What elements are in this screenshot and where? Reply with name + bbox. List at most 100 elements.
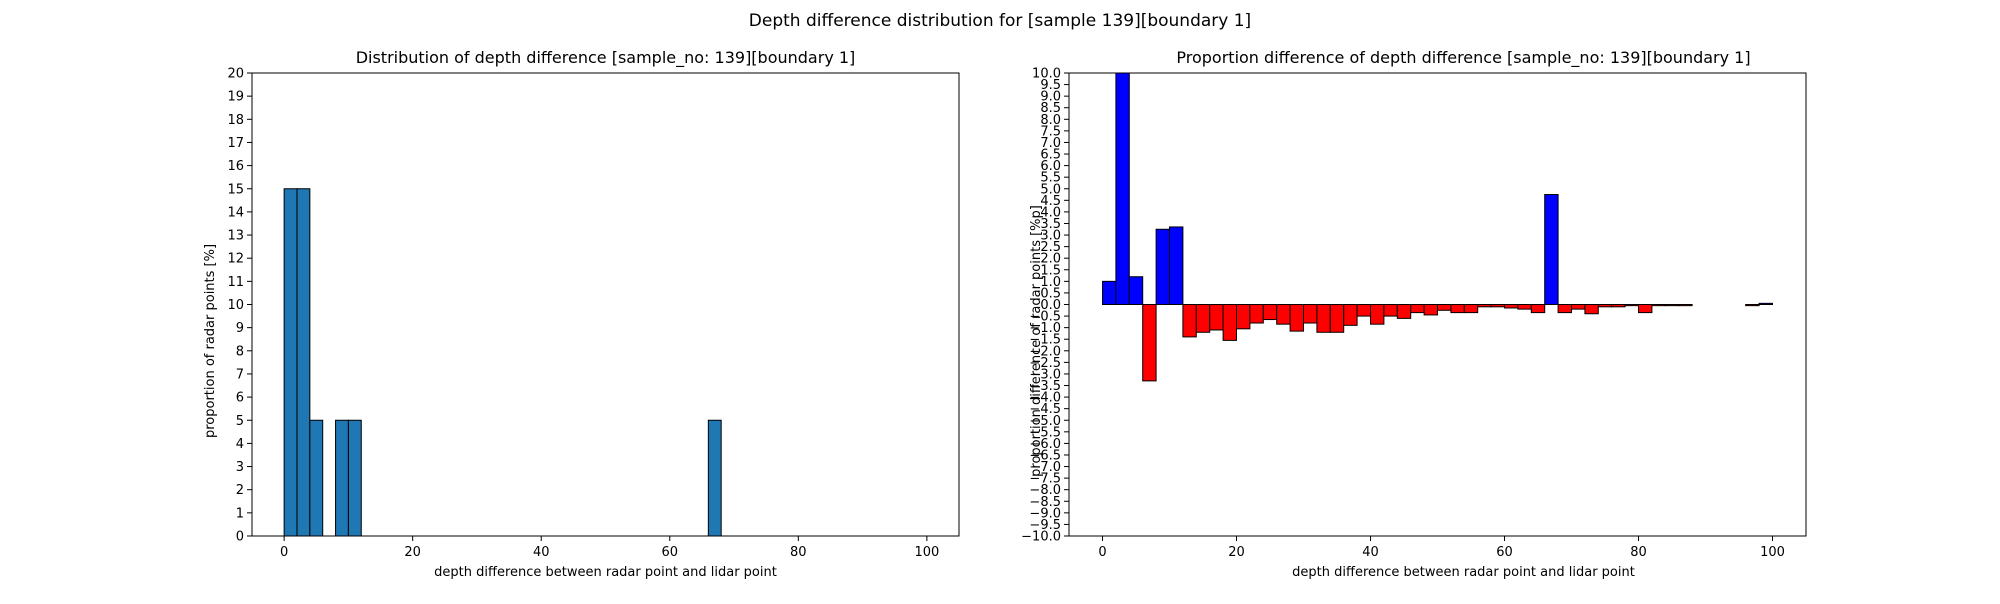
right-bar-26 xyxy=(1450,304,1465,314)
right-bar-30 xyxy=(1504,304,1519,309)
left-chart-ticks: 0 20 40 60 80 1000123456789101112131415161718… xyxy=(227,67,939,561)
right-bar-38 xyxy=(1611,304,1626,308)
right-bar-40 xyxy=(1638,304,1653,314)
right-bar-21 xyxy=(1383,304,1398,317)
right-bar-8 xyxy=(1209,304,1224,331)
left-ytick-label-13: 13 xyxy=(227,229,244,244)
left-chart-title: Distribution of depth difference [sample… xyxy=(356,48,856,68)
right-chart: Proportion difference of depth differenc… xyxy=(1021,48,1807,580)
left-bar-2 xyxy=(309,419,324,537)
left-ytick-label-0: 0 xyxy=(236,530,244,545)
right-bar-19 xyxy=(1356,304,1371,317)
left-bar-1 xyxy=(296,188,311,537)
right-ytick-label-36: 8.0 xyxy=(1040,113,1061,128)
right-xtick-label-1: 20 xyxy=(1228,545,1245,560)
left-chart: Distribution of depth difference [sample… xyxy=(203,48,960,580)
left-ytick-label-1: 1 xyxy=(236,506,244,521)
right-bar-33 xyxy=(1544,194,1559,306)
right-bar-45 xyxy=(1758,302,1773,305)
right-ytick-label-16: −2.0 xyxy=(1029,344,1061,359)
right-ytick-label-21: 0.5 xyxy=(1040,286,1061,301)
right-ytick-label-20: 0.0 xyxy=(1040,298,1061,313)
right-bar-9 xyxy=(1222,304,1237,341)
right-bar-6 xyxy=(1182,304,1197,338)
right-bar-11 xyxy=(1249,304,1264,324)
right-ytick-label-1: −9.5 xyxy=(1029,518,1061,533)
left-xtick-label-2: 40 xyxy=(533,545,550,560)
right-bar-16 xyxy=(1316,304,1331,333)
right-ytick-label-24: 2.0 xyxy=(1040,252,1061,267)
right-bar-31 xyxy=(1517,304,1532,310)
right-ytick-label-5: −7.5 xyxy=(1029,472,1061,487)
right-bar-5 xyxy=(1169,226,1184,305)
right-bar-0 xyxy=(1102,280,1117,306)
right-ytick-label-39: 9.5 xyxy=(1040,78,1061,93)
right-ytick-label-8: −6.0 xyxy=(1029,437,1061,452)
right-bar-36 xyxy=(1584,304,1599,315)
right-bar-12 xyxy=(1262,304,1278,321)
right-xtick-label-5: 100 xyxy=(1760,545,1785,560)
left-bar-4 xyxy=(347,419,362,537)
right-ytick-label-25: 2.5 xyxy=(1040,240,1061,255)
right-ytick-label-30: 5.0 xyxy=(1040,182,1061,197)
right-ytick-label-10: −5.0 xyxy=(1029,414,1061,429)
right-ytick-label-29: 4.5 xyxy=(1040,194,1061,209)
left-xtick-label-5: 100 xyxy=(914,545,939,560)
right-bar-13 xyxy=(1276,304,1291,325)
right-ytick-label-12: −4.0 xyxy=(1029,391,1061,406)
left-ytick-label-20: 20 xyxy=(227,67,244,82)
right-bar-17 xyxy=(1329,304,1345,333)
right-ytick-label-32: 6.0 xyxy=(1040,159,1061,174)
right-ytick-label-17: −1.5 xyxy=(1029,333,1061,348)
left-ytick-label-7: 7 xyxy=(236,367,244,382)
left-bar-3 xyxy=(335,419,349,537)
right-ytick-label-9: −5.5 xyxy=(1029,425,1061,440)
right-bar-23 xyxy=(1410,304,1425,314)
left-ytick-label-2: 2 xyxy=(236,483,244,498)
right-bar-10 xyxy=(1236,304,1251,330)
right-ytick-label-4: −8.0 xyxy=(1029,483,1061,498)
right-bar-28 xyxy=(1477,304,1492,308)
right-ytick-label-11: −4.5 xyxy=(1029,402,1061,417)
right-bar-34 xyxy=(1557,304,1572,314)
left-ytick-label-5: 5 xyxy=(236,414,244,429)
right-chart-bars xyxy=(1102,72,1773,382)
right-ytick-label-13: −3.5 xyxy=(1029,379,1061,394)
right-ytick-label-22: 1.0 xyxy=(1040,275,1061,290)
left-ytick-label-11: 11 xyxy=(227,275,244,290)
right-ytick-label-31: 5.5 xyxy=(1040,171,1061,186)
right-bar-37 xyxy=(1597,304,1613,308)
right-bar-2 xyxy=(1128,276,1144,306)
left-ytick-label-16: 16 xyxy=(227,159,244,174)
right-ytick-label-23: 1.5 xyxy=(1040,263,1061,278)
figure-suptitle: Depth difference distribution for [sampl… xyxy=(749,11,1251,31)
left-ytick-label-17: 17 xyxy=(227,136,244,151)
right-bar-14 xyxy=(1289,304,1304,332)
left-ytick-label-8: 8 xyxy=(236,344,244,359)
right-ytick-label-7: −6.5 xyxy=(1029,448,1061,463)
right-ytick-label-35: 7.5 xyxy=(1040,124,1061,139)
right-ytick-label-15: −2.5 xyxy=(1029,356,1061,371)
right-bar-15 xyxy=(1303,304,1318,324)
right-bar-41 xyxy=(1651,304,1666,307)
left-ytick-label-14: 14 xyxy=(227,205,244,220)
right-xtick-label-2: 40 xyxy=(1362,545,1379,560)
left-ytick-label-10: 10 xyxy=(227,298,244,313)
right-xtick-label-3: 60 xyxy=(1496,545,1513,560)
right-bar-3 xyxy=(1142,304,1157,382)
right-ytick-label-26: 3.0 xyxy=(1040,229,1061,244)
right-bar-25 xyxy=(1437,304,1452,311)
right-xtick-label-0: 0 xyxy=(1098,545,1106,560)
left-chart-xlabel: depth difference between radar point and… xyxy=(434,565,777,580)
right-ytick-label-33: 6.5 xyxy=(1040,148,1061,163)
right-bar-4 xyxy=(1155,228,1170,305)
right-bar-20 xyxy=(1370,304,1385,325)
left-chart-bars xyxy=(283,188,722,537)
right-ytick-label-14: −3.0 xyxy=(1029,367,1061,382)
right-ytick-label-0: −10.0 xyxy=(1021,530,1061,545)
right-bar-7 xyxy=(1195,304,1211,333)
left-bar-5 xyxy=(707,419,722,537)
left-ytick-label-12: 12 xyxy=(227,252,244,267)
left-xtick-label-3: 60 xyxy=(661,545,678,560)
